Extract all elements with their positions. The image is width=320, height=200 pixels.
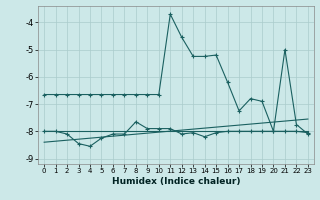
X-axis label: Humidex (Indice chaleur): Humidex (Indice chaleur) bbox=[112, 177, 240, 186]
